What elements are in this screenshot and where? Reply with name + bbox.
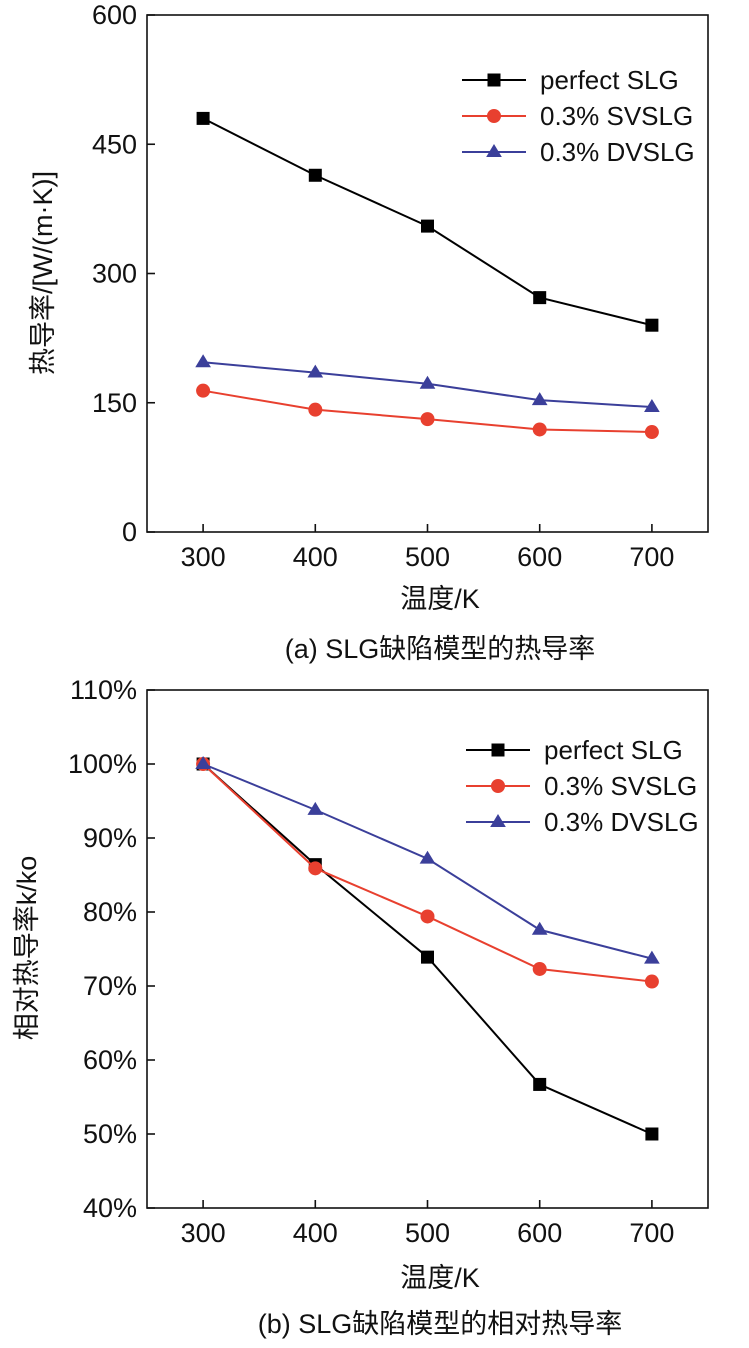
x-tick-label: 600 bbox=[517, 1218, 562, 1248]
legend-marker bbox=[491, 743, 505, 757]
y-tick-label: 100% bbox=[68, 749, 137, 779]
data-point-series-2 bbox=[419, 375, 436, 389]
legend-label: 0.3% DVSLG bbox=[544, 807, 699, 837]
chart-b: 300 400 500 600 700 40% 50% 60% 70% 80% 90% 100% 110… bbox=[12, 675, 709, 1339]
data-point-series-0 bbox=[645, 1127, 659, 1141]
x-tick-label: 500 bbox=[405, 1218, 450, 1248]
data-point-series-1 bbox=[644, 425, 659, 440]
plot-frame bbox=[146, 689, 709, 1209]
legend-marker bbox=[491, 779, 505, 793]
data-point-series-2 bbox=[307, 364, 324, 378]
x-tick-label: 700 bbox=[629, 542, 674, 572]
y-tick-label: 90% bbox=[83, 823, 137, 853]
chart-a: 300 400 500 600 700 0 150 300 450 600 温度/K 热导率/[W/(… bbox=[28, 0, 709, 664]
data-point-series-0 bbox=[533, 291, 547, 305]
x-tick-label: 700 bbox=[629, 1218, 674, 1248]
x-axis-label: 温度/K bbox=[400, 1263, 480, 1293]
data-point-series-1 bbox=[644, 974, 659, 989]
legend-label: 0.3% DVSLG bbox=[540, 137, 695, 167]
x-tick-label: 600 bbox=[517, 542, 562, 572]
legend-marker bbox=[487, 109, 501, 123]
data-point-series-1 bbox=[196, 383, 211, 398]
chart-caption: (b) SLG缺陷模型的相对热导率 bbox=[258, 1309, 623, 1339]
data-point-series-2 bbox=[531, 392, 548, 406]
y-tick-label: 50% bbox=[83, 1119, 137, 1149]
y-tick-label: 60% bbox=[83, 1045, 137, 1075]
data-point-series-1 bbox=[532, 422, 547, 437]
y-tick-label: 450 bbox=[92, 129, 137, 159]
y-axis-label: 热导率/[W/(m·K)] bbox=[28, 171, 58, 375]
data-point-series-1 bbox=[420, 412, 435, 427]
y-tick-label: 110% bbox=[70, 675, 137, 705]
chart-caption: (a) SLG缺陷模型的热导率 bbox=[285, 634, 596, 664]
legend-marker bbox=[486, 144, 502, 157]
data-point-series-2 bbox=[531, 921, 548, 935]
x-tick-label: 300 bbox=[181, 542, 226, 572]
data-point-series-1 bbox=[308, 861, 323, 876]
y-axis-label: 相对热导率k/ko bbox=[12, 856, 42, 1041]
legend-label: 0.3% SVSLG bbox=[544, 771, 697, 801]
data-point-series-0 bbox=[421, 219, 434, 233]
data-point-series-1 bbox=[532, 961, 547, 976]
y-tick-label: 80% bbox=[83, 897, 137, 927]
legend-marker bbox=[490, 814, 506, 827]
data-point-series-1 bbox=[420, 909, 435, 924]
legend-label: perfect SLG bbox=[540, 65, 679, 95]
y-tick-label: 300 bbox=[92, 259, 137, 289]
data-point-series-2 bbox=[307, 801, 324, 815]
y-tick-label: 150 bbox=[92, 388, 137, 418]
data-point-series-1 bbox=[308, 402, 323, 417]
x-tick-label: 300 bbox=[181, 1218, 226, 1248]
data-point-series-0 bbox=[533, 1077, 547, 1091]
data-point-series-0 bbox=[196, 111, 210, 125]
data-point-series-0 bbox=[645, 318, 659, 332]
data-point-series-2 bbox=[644, 950, 660, 964]
y-tick-label: 40% bbox=[83, 1193, 137, 1223]
y-tick-label: 70% bbox=[83, 971, 137, 1001]
x-tick-label: 400 bbox=[293, 542, 338, 572]
y-tick-label: 0 bbox=[122, 517, 137, 547]
y-tick-label: 600 bbox=[92, 0, 137, 30]
x-tick-label: 500 bbox=[405, 542, 450, 572]
legend-label: perfect SLG bbox=[544, 735, 683, 765]
legend-label: 0.3% SVSLG bbox=[540, 101, 693, 131]
data-point-series-2 bbox=[195, 354, 211, 368]
legend-marker bbox=[487, 73, 501, 87]
data-point-series-2 bbox=[419, 850, 436, 864]
x-axis-label: 温度/K bbox=[400, 584, 480, 614]
data-point-series-0 bbox=[421, 950, 434, 964]
data-point-series-0 bbox=[308, 168, 322, 182]
data-point-series-2 bbox=[195, 756, 211, 769]
x-tick-label: 400 bbox=[293, 1218, 338, 1248]
data-point-series-2 bbox=[644, 399, 660, 413]
